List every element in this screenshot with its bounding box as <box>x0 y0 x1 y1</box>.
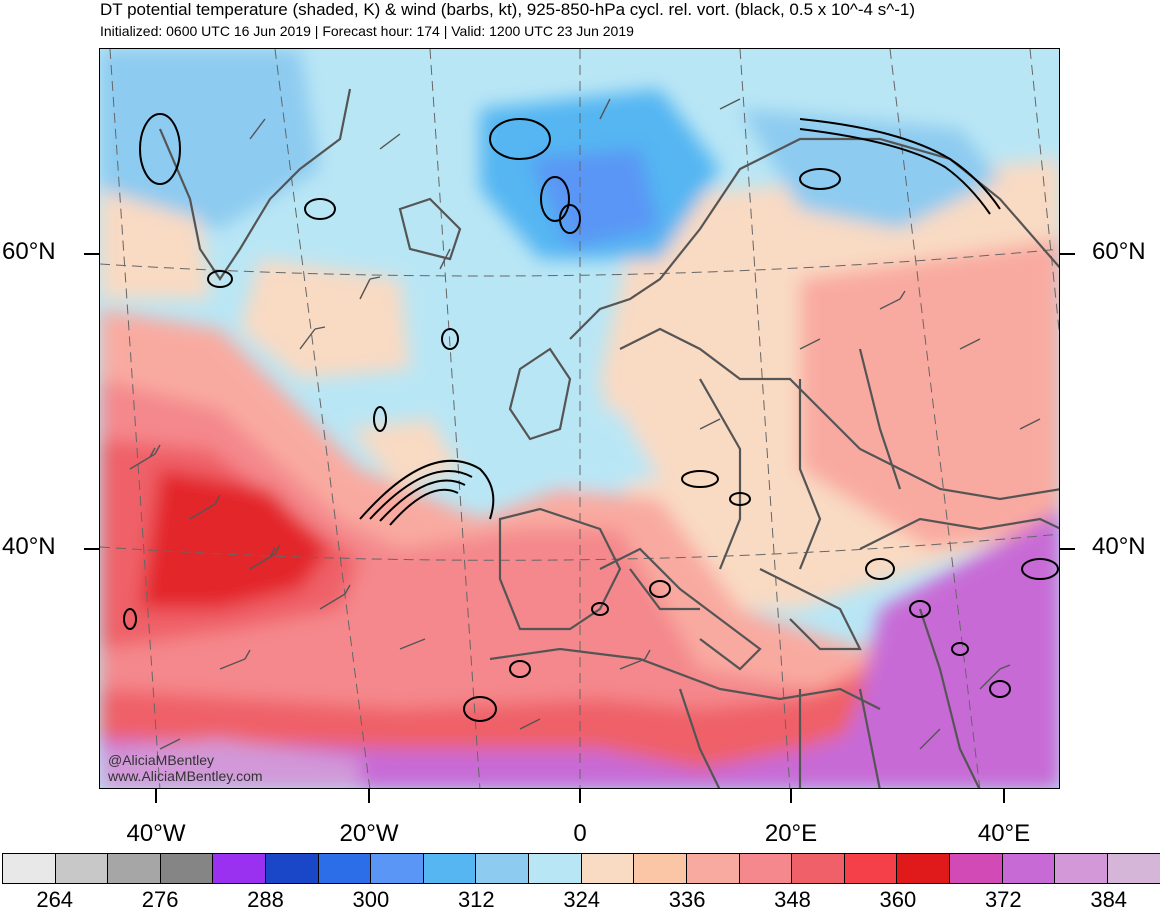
colorbar-swatch <box>634 854 687 883</box>
colorbar-label: 324 <box>563 887 601 912</box>
colorbar-swatch <box>897 854 950 883</box>
colorbar-label: 384 <box>1090 887 1128 912</box>
colorbar-swatch <box>844 854 898 883</box>
lat-tick <box>84 548 99 550</box>
colorbar-swatch <box>213 854 267 883</box>
lat-tick <box>1060 253 1075 255</box>
lon-label-40e: 40°E <box>977 820 1031 847</box>
map-title: DT potential temperature (shaded, K) & w… <box>100 0 915 19</box>
colorbar-label: 300 <box>352 887 390 912</box>
colorbar-swatch <box>160 854 214 883</box>
colorbar-label: 348 <box>774 887 811 912</box>
map-canvas <box>100 49 1059 788</box>
lat-tick <box>1060 548 1075 550</box>
lat-label-60n-left: 60°N <box>2 238 56 265</box>
colorbar-label: 276 <box>141 887 179 912</box>
colorbar <box>2 853 1160 884</box>
colorbar-swatch <box>1055 854 1108 883</box>
graticule <box>100 49 1059 788</box>
lon-label-0: 0 <box>573 820 587 847</box>
colorbar-swatch <box>371 854 424 883</box>
lon-tick <box>790 789 792 803</box>
colorbar-label: 360 <box>879 887 917 912</box>
lon-label-20e: 20°E <box>764 820 818 847</box>
colorbar-swatch <box>55 854 109 883</box>
colorbar-swatch <box>739 854 793 883</box>
colorbar-swatch <box>3 854 56 883</box>
lon-tick <box>155 789 157 803</box>
colorbar-swatch <box>792 854 845 883</box>
lon-tick <box>368 789 370 803</box>
map-subtitle: Initialized: 0600 UTC 16 Jun 2019 | Fore… <box>100 23 634 39</box>
lat-tick <box>84 253 99 255</box>
lat-label-40n-left: 40°N <box>2 533 56 560</box>
colorbar-swatch <box>1107 854 1160 883</box>
colorbar-swatch <box>476 854 530 883</box>
colorbar-swatch <box>949 854 1003 883</box>
map-panel <box>99 48 1060 789</box>
colorbar-label: 336 <box>668 887 706 912</box>
colorbar-label: 264 <box>36 887 74 912</box>
colorbar-swatch <box>108 854 161 883</box>
coastlines <box>158 88 1059 788</box>
lon-label-20w: 20°W <box>339 820 399 847</box>
watermark-url: www.AliciaMBentley.com <box>108 768 263 784</box>
wind-barbs <box>129 98 1041 750</box>
colorbar-swatch <box>581 854 635 883</box>
lon-label-40w: 40°W <box>126 820 186 847</box>
watermark-handle: @AliciaMBentley <box>108 752 215 768</box>
vorticity-contours <box>123 113 1059 722</box>
lat-label-60n-right: 60°N <box>1092 238 1146 265</box>
colorbar-label: 288 <box>247 887 284 912</box>
colorbar-swatch <box>1002 854 1056 883</box>
colorbar-label: 312 <box>457 887 495 912</box>
colorbar-label: 372 <box>984 887 1022 912</box>
colorbar-swatch <box>686 854 740 883</box>
lat-label-40n-right: 40°N <box>1092 533 1146 560</box>
colorbar-swatch <box>529 854 582 883</box>
lon-tick <box>579 789 581 803</box>
colorbar-swatch <box>423 854 477 883</box>
colorbar-swatch <box>318 854 372 883</box>
colorbar-swatch <box>266 854 319 883</box>
lon-tick <box>1003 789 1005 803</box>
